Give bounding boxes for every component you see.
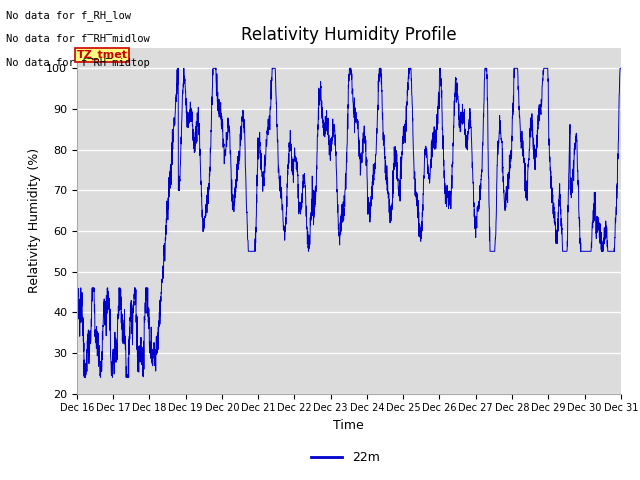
Text: TZ_tmet: TZ_tmet [77, 50, 128, 60]
X-axis label: Time: Time [333, 419, 364, 432]
Text: No data for f̅RH̅midlow: No data for f̅RH̅midlow [6, 34, 150, 44]
Title: Relativity Humidity Profile: Relativity Humidity Profile [241, 25, 456, 44]
Y-axis label: Relativity Humidity (%): Relativity Humidity (%) [28, 148, 40, 293]
Legend: 22m: 22m [306, 446, 385, 469]
Text: No data for f̅RH̅midtop: No data for f̅RH̅midtop [6, 58, 150, 68]
Text: No data for f_RH_low: No data for f_RH_low [6, 10, 131, 21]
